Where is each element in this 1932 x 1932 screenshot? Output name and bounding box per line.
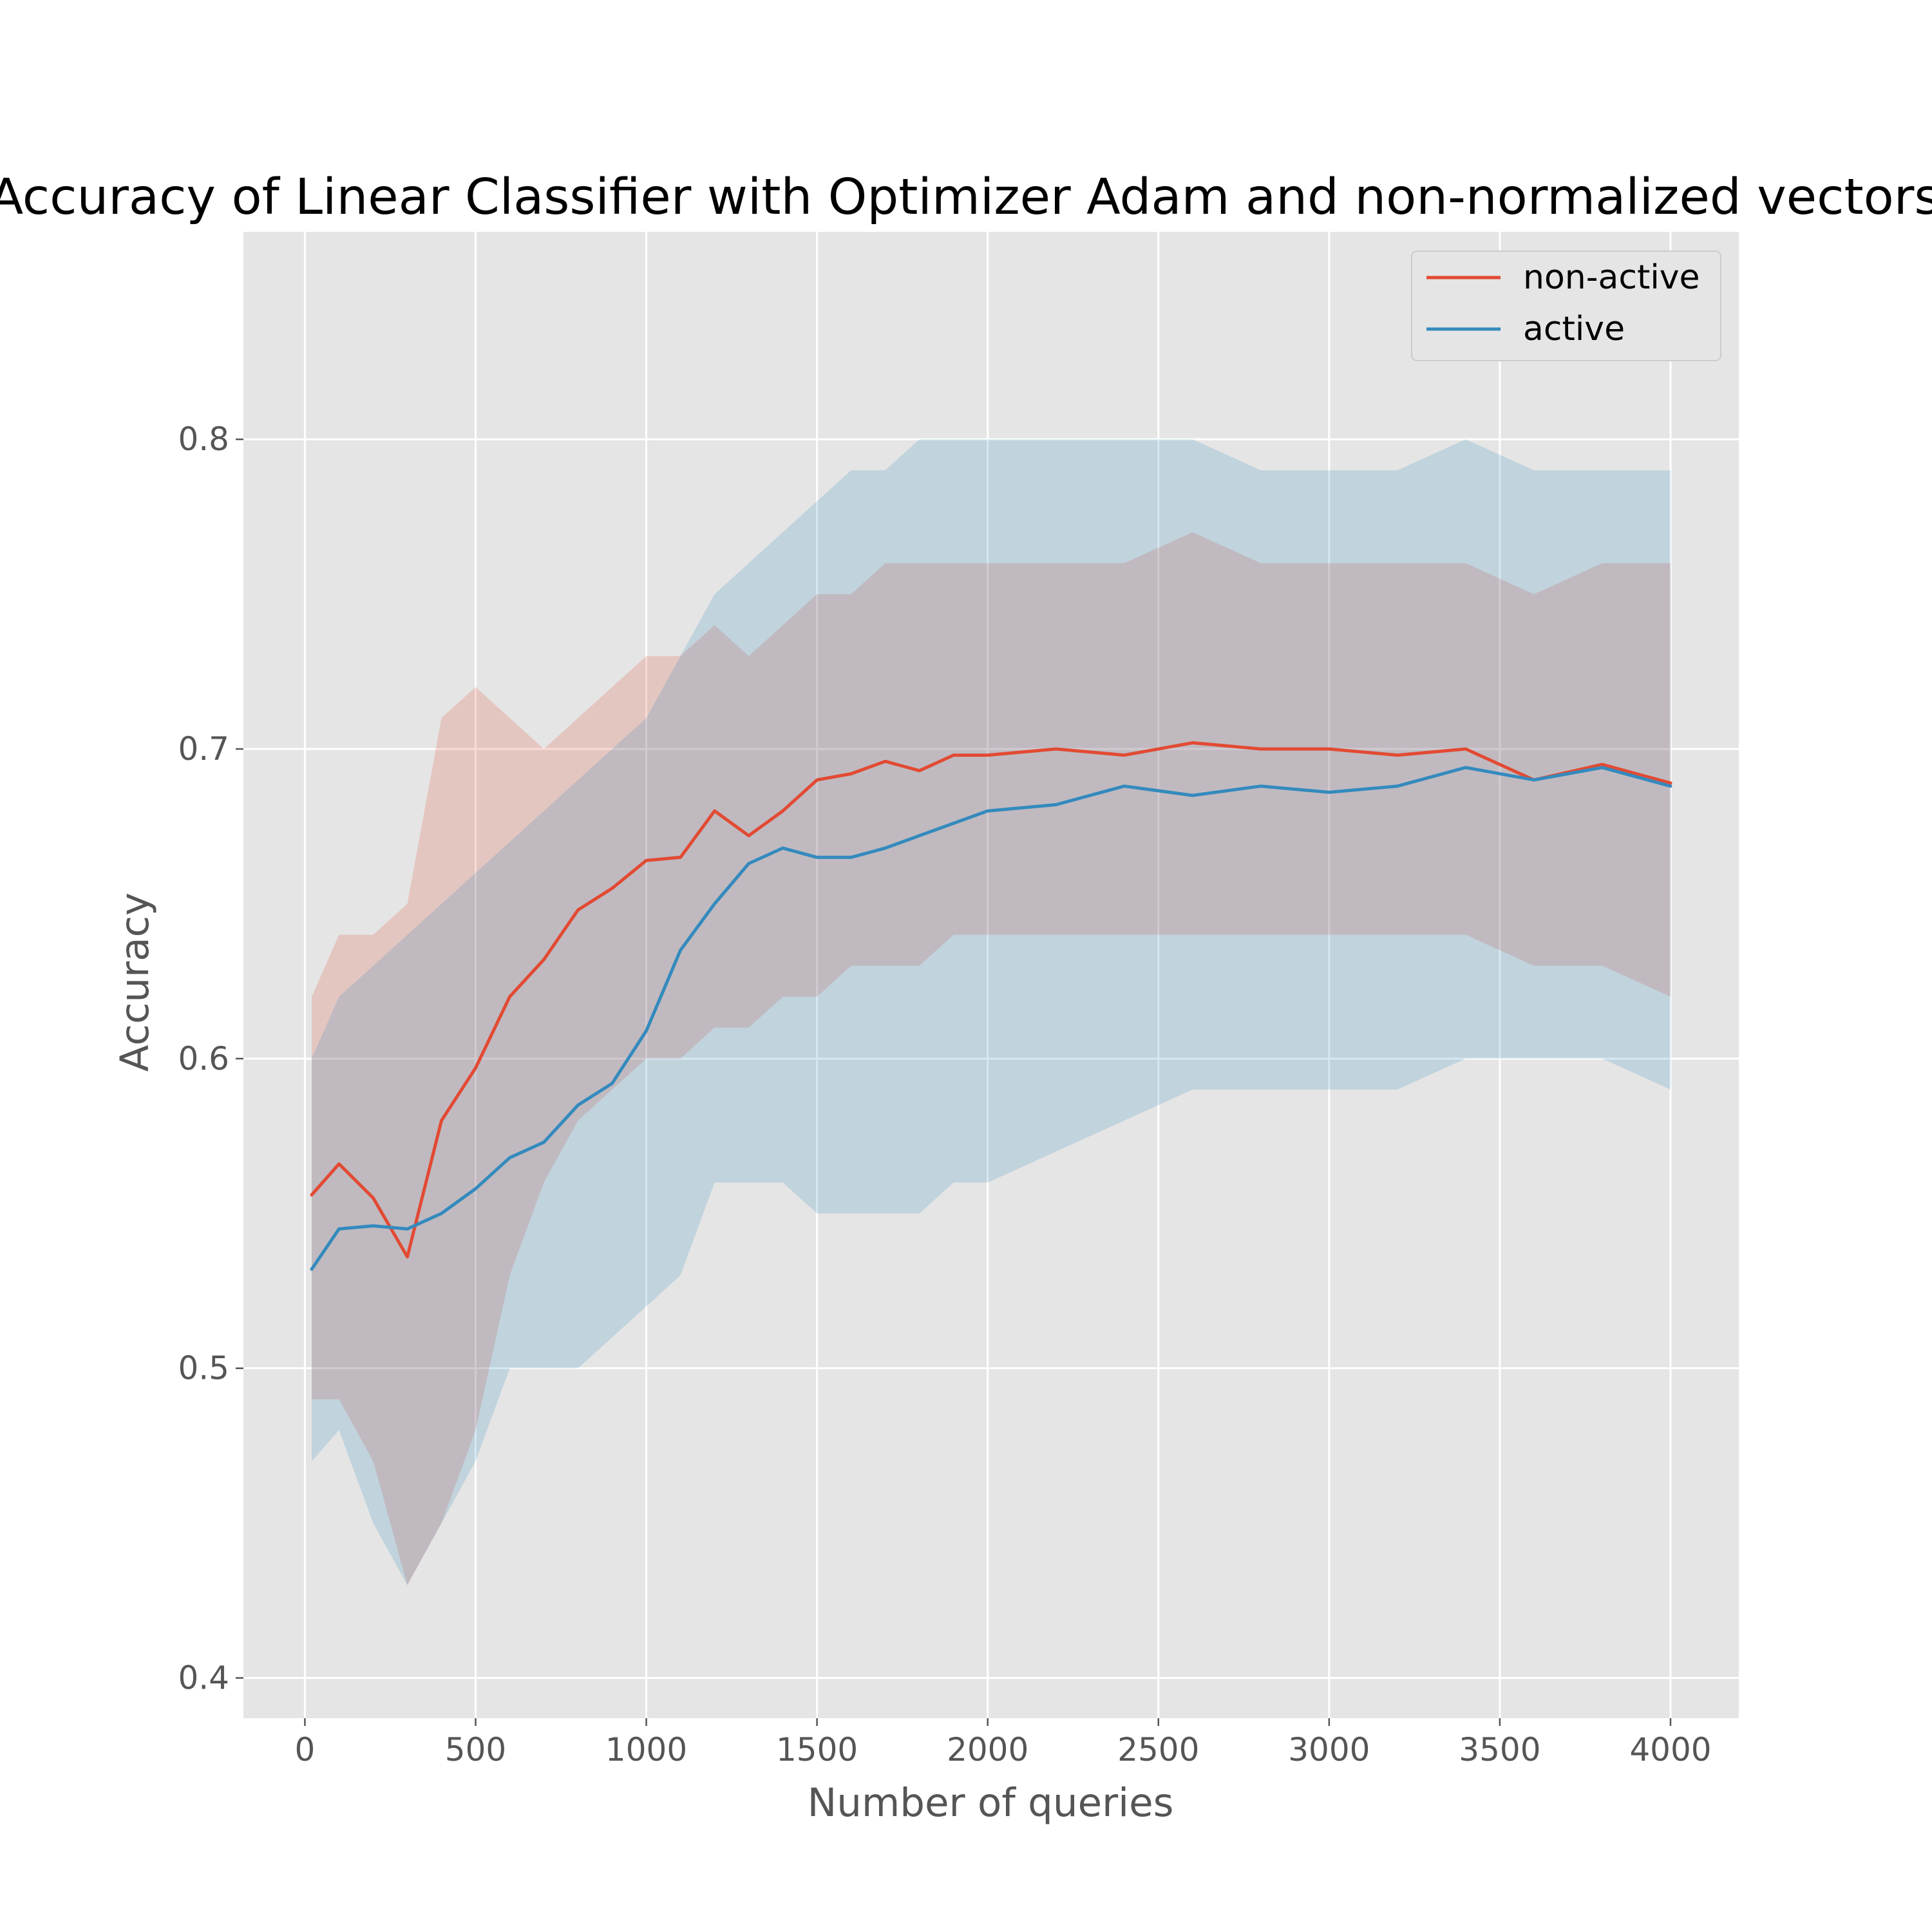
band-non-active [312,532,1671,1586]
grid-lines [243,232,1739,1718]
y-tick-label: 0.7 [178,730,229,768]
y-tick-label: 0.5 [178,1350,229,1387]
x-axis-label: Number of queries [808,1780,1174,1826]
legend-label-active: active [1523,310,1625,348]
line-active [310,766,1672,1271]
x-tick-label: 1500 [776,1731,858,1768]
y-tick-label: 0.4 [178,1659,229,1696]
y-tick-label: 0.8 [178,421,229,458]
x-tick-label: 3000 [1288,1731,1370,1768]
y-tick-label: 0.6 [178,1040,229,1077]
plot-area [243,232,1739,1718]
chart-title: Accuracy of Linear Classifier with Optim… [0,169,1932,226]
x-tick-label: 2000 [947,1731,1028,1768]
legend-label-non-active: non-active [1523,258,1700,297]
x-axis-ticks: 0 500 1000 1500 2000 2500 3000 3500 4000 [295,1718,1712,1768]
x-tick-label: 1000 [605,1731,687,1768]
line-non-active [310,741,1672,1259]
series-lines [310,741,1672,1271]
x-tick-label: 500 [445,1731,506,1768]
band-active [312,439,1671,1586]
x-tick-label: 0 [295,1731,316,1768]
y-axis-label: Accuracy [112,893,158,1072]
legend: non-active active [1411,251,1721,361]
y-axis-ticks: 0.4 0.5 0.6 0.7 0.8 [178,421,243,1696]
x-tick-label: 4000 [1629,1731,1711,1768]
confidence-bands [312,439,1671,1586]
x-tick-label: 3500 [1459,1731,1540,1768]
x-tick-label: 2500 [1117,1731,1199,1768]
